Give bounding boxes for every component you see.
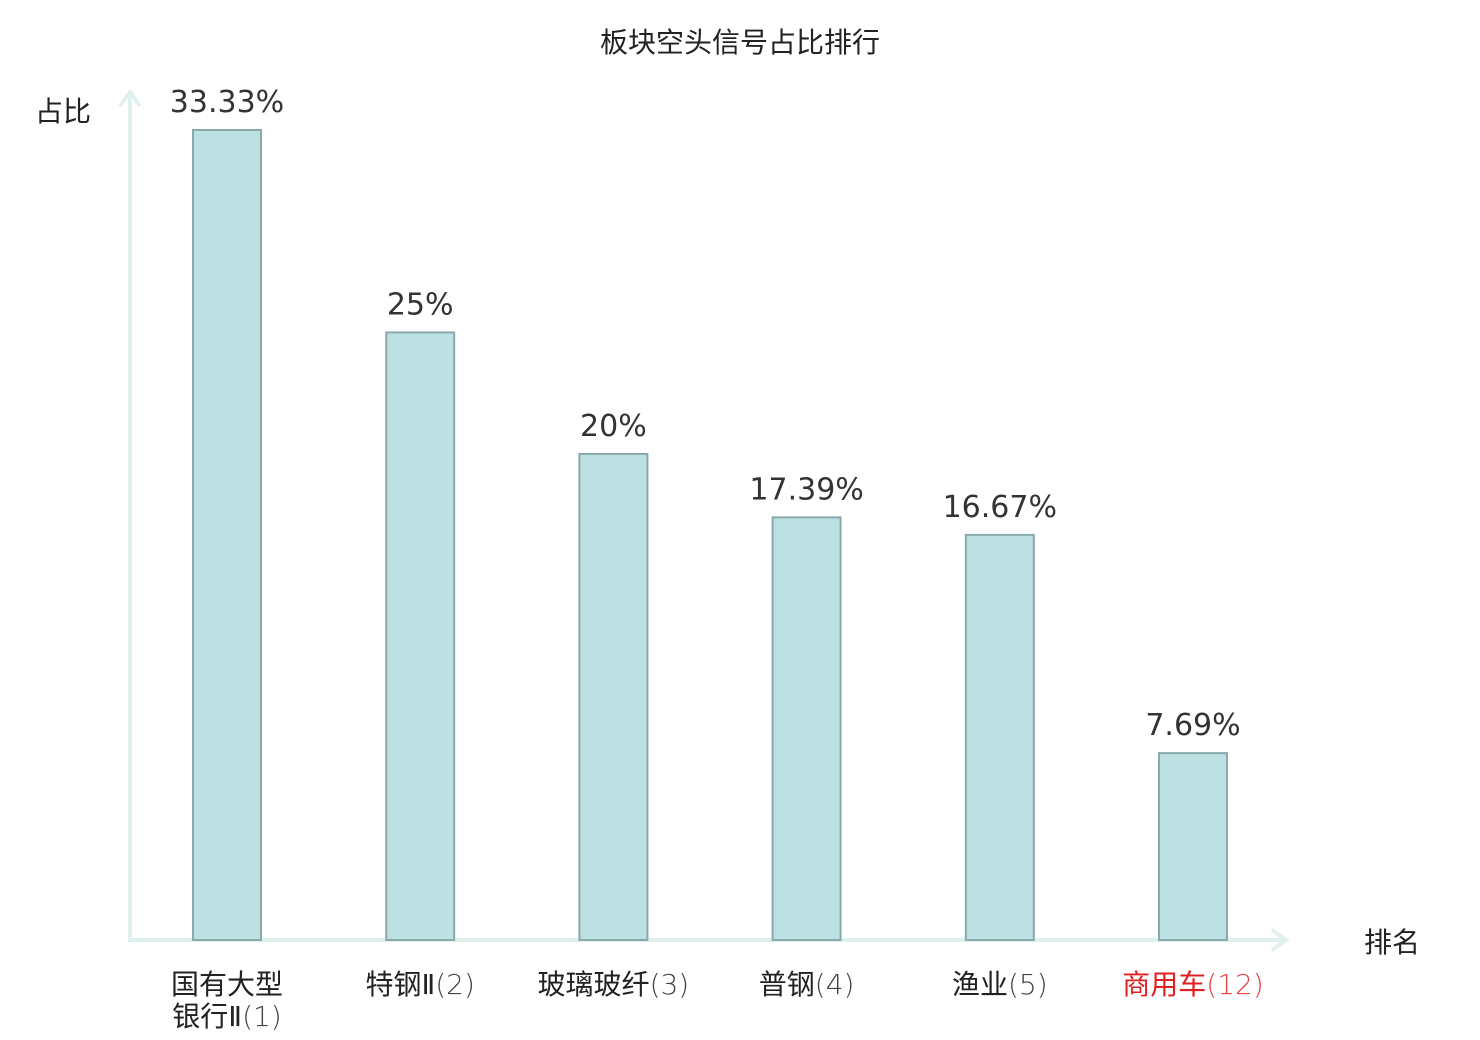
data-label: 25% [387, 287, 454, 322]
tick-label: 国有大型 [171, 968, 283, 1001]
x-axis: 排名 [128, 926, 1420, 959]
data-label: 16.67% [943, 490, 1057, 525]
x-axis-label: 排名 [1364, 926, 1420, 959]
tick-label: 玻璃玻纤(3) [538, 968, 690, 1001]
tick-label: 渔业(5) [952, 968, 1048, 1001]
bar [771, 516, 842, 941]
bar [964, 533, 1035, 941]
chart-title: 板块空头信号占比排行 [600, 26, 880, 59]
data-label: 33.33% [170, 85, 284, 120]
y-axis-label: 占比 [35, 95, 91, 128]
value-labels-group: 33.33% 25% 20% 17.39% 16.67% 7.69% [170, 85, 1241, 743]
tick-label: 银行Ⅱ(1) [172, 1000, 281, 1033]
y-axis: 占比 [35, 88, 142, 940]
bars-group [192, 129, 1228, 941]
bar [578, 452, 649, 941]
bar [385, 331, 456, 941]
bar [192, 129, 262, 941]
data-label: 17.39% [749, 472, 863, 507]
tick-label: 普钢(4) [759, 968, 855, 1001]
y-axis-arrow [118, 88, 142, 108]
tick-label: 商用车(12) [1122, 968, 1264, 1001]
data-label: 20% [580, 409, 647, 444]
bar [1158, 752, 1228, 941]
tick-label: 特钢Ⅱ(2) [365, 968, 474, 1001]
data-label: 7.69% [1145, 708, 1240, 743]
x-axis-arrow [1270, 928, 1290, 952]
